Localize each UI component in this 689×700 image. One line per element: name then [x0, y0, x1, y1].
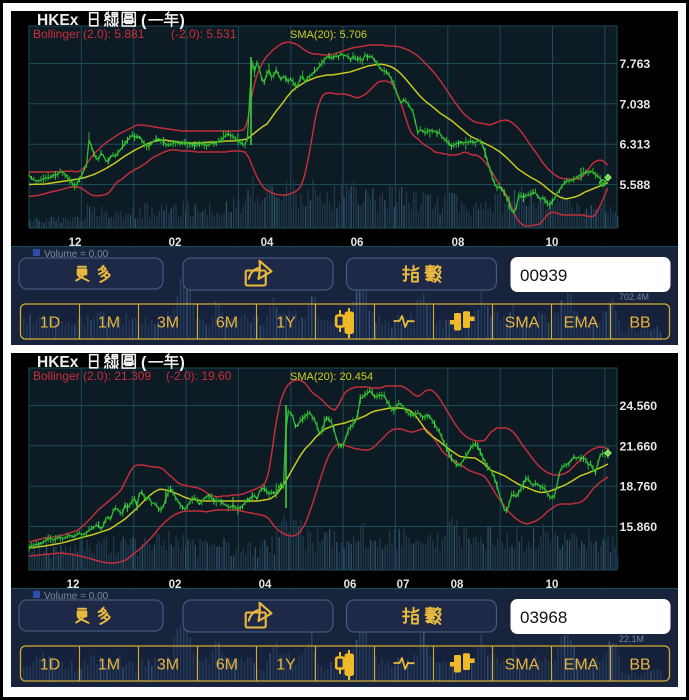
svg-text:HKEx: HKEx [37, 354, 79, 371]
svg-text:1D: 1D [40, 657, 60, 674]
svg-text:(-2.0): 5.531: (-2.0): 5.531 [171, 27, 237, 41]
svg-text:5.588: 5.588 [620, 178, 651, 192]
svg-text:Bollinger (2.0): 5.881: Bollinger (2.0): 5.881 [33, 27, 145, 41]
svg-text:03968: 03968 [520, 608, 567, 627]
svg-text:15.860: 15.860 [620, 520, 658, 534]
svg-text:18.760: 18.760 [620, 480, 658, 494]
svg-text:22.1M: 22.1M [619, 634, 644, 644]
svg-text:1D: 1D [40, 315, 60, 332]
svg-text:HKEx: HKEx [37, 12, 79, 29]
svg-text:SMA(20): 20.454: SMA(20): 20.454 [290, 371, 373, 383]
svg-text:Volume = 0.00: Volume = 0.00 [44, 591, 109, 602]
svg-text:24.560: 24.560 [620, 399, 658, 413]
svg-text:BB: BB [629, 315, 650, 332]
svg-text:): ) [180, 355, 185, 372]
svg-text:702.4M: 702.4M [619, 292, 649, 302]
svg-text:BB: BB [629, 657, 650, 674]
svg-text:SMA: SMA [505, 315, 540, 332]
svg-text:Volume = 0.00: Volume = 0.00 [44, 249, 109, 260]
svg-text:Bollinger (2.0): 21.309: Bollinger (2.0): 21.309 [33, 369, 151, 383]
svg-text:SMA: SMA [505, 657, 540, 674]
svg-text:EMA: EMA [564, 657, 599, 674]
svg-text:SMA(20): 5.706: SMA(20): 5.706 [290, 29, 367, 41]
svg-text:(: ( [141, 13, 147, 30]
svg-text:6.313: 6.313 [620, 138, 651, 152]
svg-text:(: ( [141, 355, 147, 372]
svg-text:(-2.0): 19.60: (-2.0): 19.60 [166, 369, 232, 383]
svg-text:1Y: 1Y [276, 315, 296, 332]
svg-text:21.660: 21.660 [620, 439, 658, 453]
svg-text:3M: 3M [157, 315, 179, 332]
svg-text:1M: 1M [98, 315, 120, 332]
svg-text:6M: 6M [216, 657, 238, 674]
svg-text:3M: 3M [157, 657, 179, 674]
svg-text:00939: 00939 [520, 266, 567, 285]
svg-text:7.763: 7.763 [620, 57, 651, 71]
svg-text:7.038: 7.038 [620, 97, 651, 111]
svg-text:6M: 6M [216, 315, 238, 332]
svg-text:EMA: EMA [564, 315, 599, 332]
svg-text:1M: 1M [98, 657, 120, 674]
svg-text:): ) [180, 13, 185, 30]
svg-text:1Y: 1Y [276, 657, 296, 674]
